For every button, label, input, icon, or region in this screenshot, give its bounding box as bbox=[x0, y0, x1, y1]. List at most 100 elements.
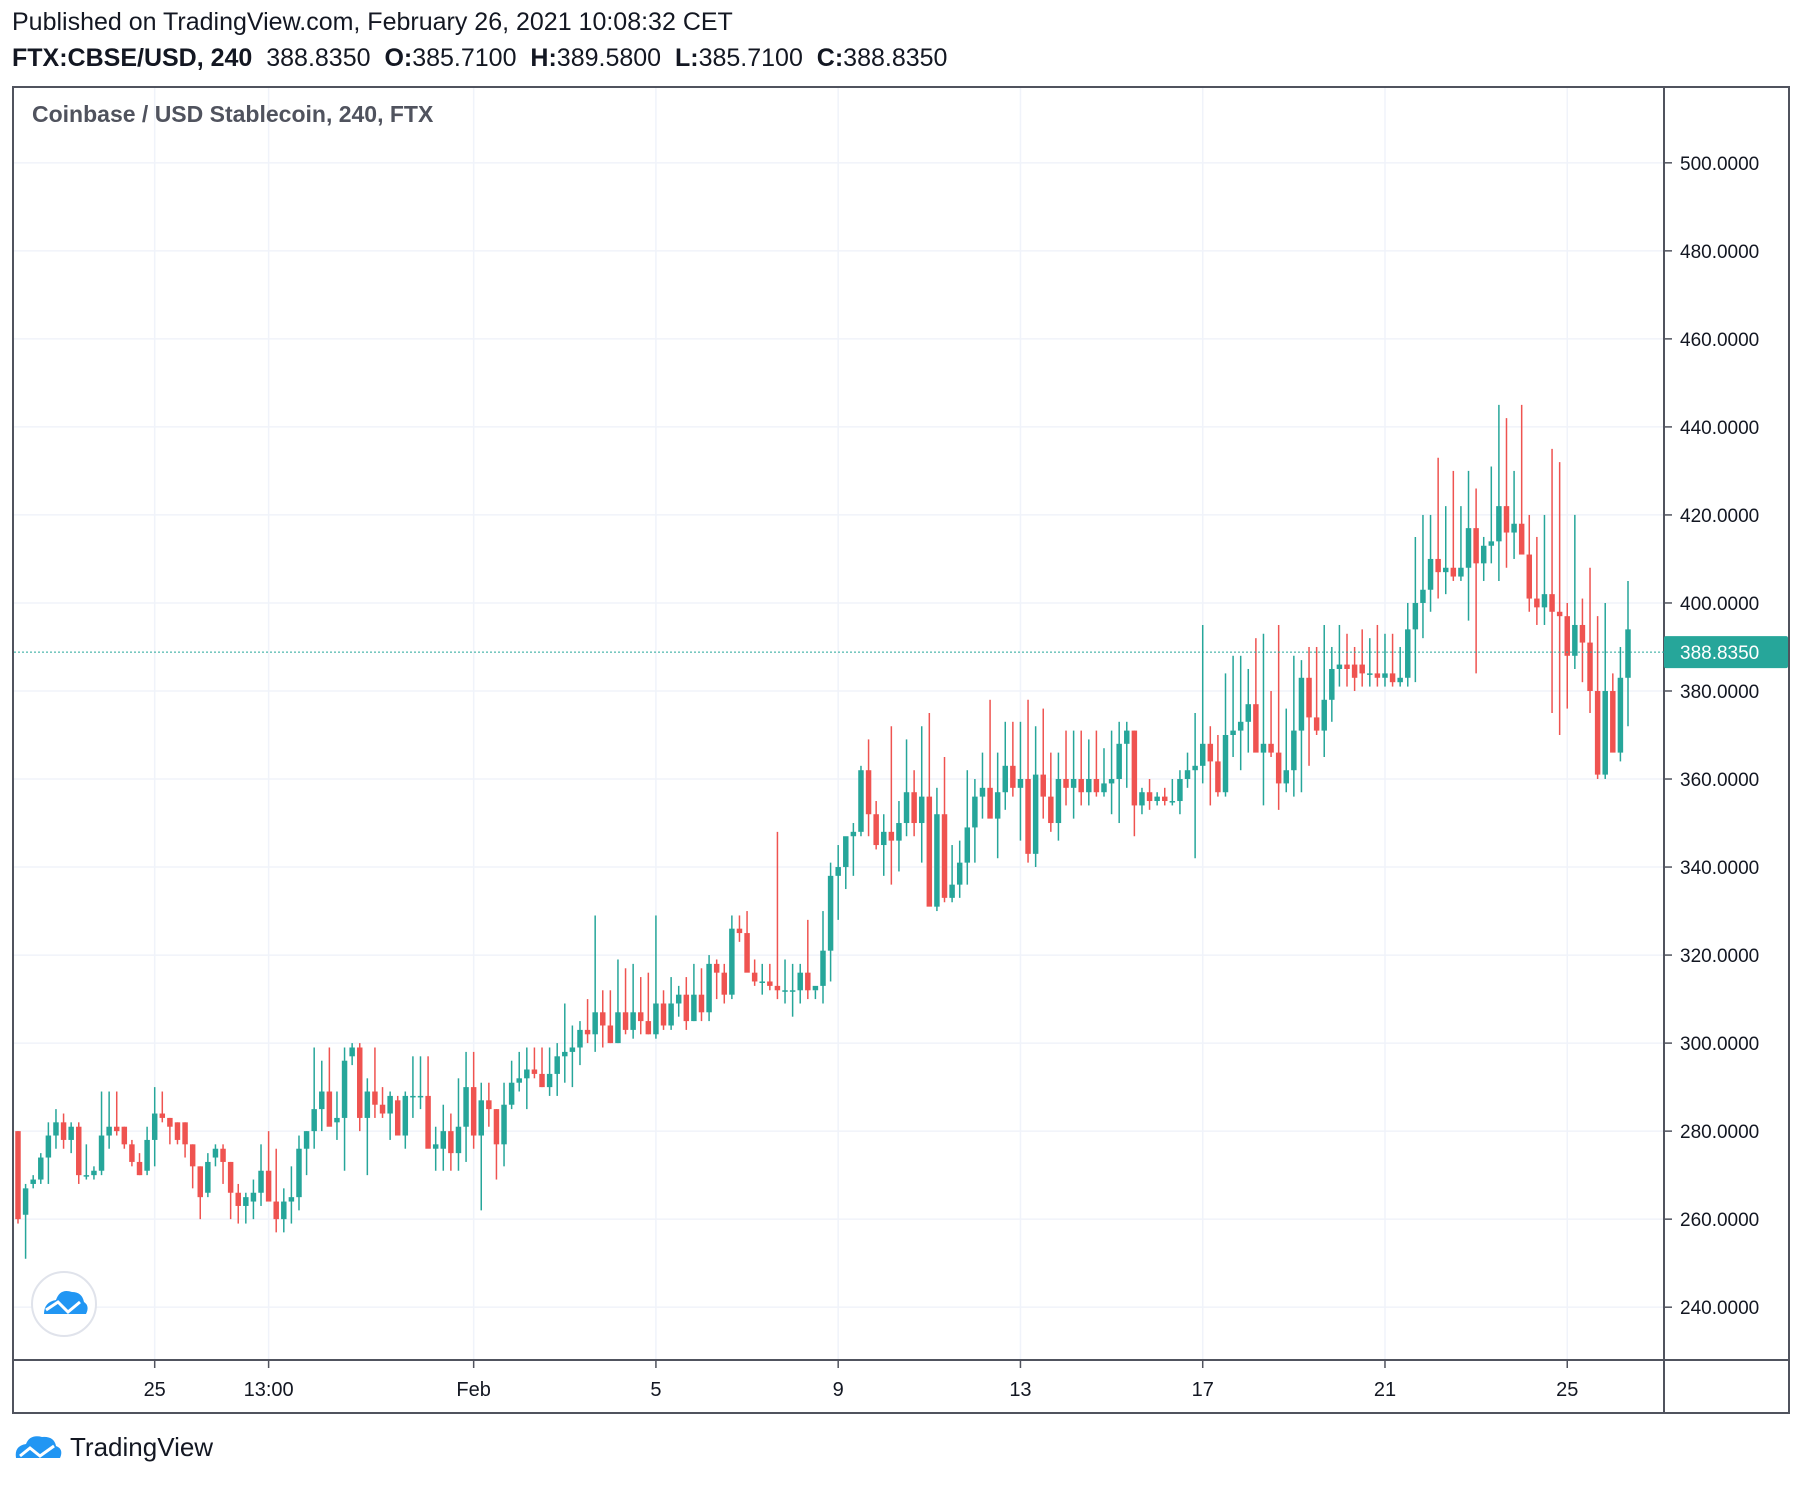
ohlc-legend: FTX:CBSE/USD, 240 388.8350 O:385.7100 H:… bbox=[12, 44, 947, 73]
candle-body bbox=[1496, 506, 1502, 542]
candle-body bbox=[258, 1170, 264, 1193]
candle-body bbox=[1010, 765, 1016, 788]
candle bbox=[1526, 514, 1533, 612]
candle-body bbox=[850, 831, 857, 837]
candle-body bbox=[1298, 677, 1305, 731]
candle-body bbox=[311, 1109, 317, 1132]
candle bbox=[691, 963, 697, 1022]
candle bbox=[1184, 752, 1191, 788]
candle-body bbox=[1382, 673, 1388, 678]
candle-body bbox=[182, 1122, 188, 1145]
candle bbox=[410, 1056, 416, 1118]
candle bbox=[1268, 690, 1274, 758]
candle-body bbox=[569, 1047, 576, 1052]
grid-lines bbox=[14, 88, 1664, 1360]
candle-body bbox=[1275, 752, 1282, 784]
candle bbox=[364, 1078, 371, 1176]
candle bbox=[417, 1056, 424, 1110]
candle-body bbox=[964, 827, 971, 863]
candle bbox=[197, 1166, 203, 1220]
candle-body bbox=[994, 792, 1001, 819]
candle bbox=[903, 739, 910, 837]
candle-body bbox=[835, 867, 841, 876]
candle-body bbox=[1625, 629, 1631, 678]
candle bbox=[789, 963, 796, 1017]
candle-body bbox=[1184, 770, 1191, 780]
candle bbox=[805, 919, 811, 1000]
candle-body bbox=[1124, 730, 1130, 744]
candle-body bbox=[220, 1148, 226, 1162]
candle-body bbox=[956, 862, 963, 885]
candle-body bbox=[1237, 721, 1244, 731]
candle bbox=[1625, 580, 1631, 727]
candle bbox=[1405, 602, 1411, 687]
candle bbox=[1154, 792, 1160, 806]
candle-body bbox=[1116, 743, 1122, 780]
candle-body bbox=[903, 792, 910, 824]
candle-body bbox=[782, 990, 788, 992]
candle-body bbox=[15, 1131, 21, 1220]
candle-body bbox=[1002, 765, 1008, 793]
candle bbox=[911, 770, 917, 837]
low-label: L: bbox=[674, 44, 699, 72]
candle bbox=[797, 963, 803, 1004]
published-line: Published on TradingView.com, February 2… bbox=[12, 8, 733, 36]
tradingview-watermark-icon[interactable] bbox=[31, 1271, 97, 1337]
y-tick-label: 480.0000 bbox=[1680, 242, 1759, 263]
tradingview-logo-icon[interactable] bbox=[12, 1430, 64, 1464]
candle-body bbox=[1260, 743, 1267, 753]
candle bbox=[569, 1025, 576, 1088]
candle bbox=[577, 1021, 583, 1066]
candle bbox=[592, 915, 598, 1052]
candle bbox=[964, 770, 971, 885]
candle bbox=[1169, 779, 1176, 806]
chart-frame[interactable]: 240.0000 260.0000 280.0000 300.0000 320.0000… bbox=[12, 86, 1790, 1414]
candle bbox=[189, 1144, 196, 1189]
candle-body bbox=[751, 972, 758, 982]
candle-body bbox=[531, 1069, 538, 1074]
candle-body bbox=[1078, 779, 1084, 793]
candle bbox=[767, 963, 773, 991]
footer-brand[interactable]: TradingView bbox=[70, 1431, 214, 1462]
candle bbox=[1336, 624, 1343, 687]
candle bbox=[68, 1122, 74, 1154]
candle bbox=[1511, 470, 1517, 559]
candle-body bbox=[926, 796, 933, 907]
y-tick-label: 360.0000 bbox=[1680, 770, 1759, 791]
candle-body bbox=[577, 1029, 583, 1048]
candle bbox=[296, 1135, 302, 1211]
candle-body bbox=[159, 1113, 166, 1118]
y-tick-label: 340.0000 bbox=[1680, 858, 1759, 879]
chart-title: Coinbase / USD Stablecoin, 240, FTX bbox=[32, 101, 434, 127]
candle bbox=[45, 1122, 52, 1184]
candle-body bbox=[38, 1157, 44, 1180]
candlestick-chart[interactable]: 240.0000 260.0000 280.0000 300.0000 320.0000… bbox=[14, 88, 1788, 1412]
candle bbox=[698, 968, 705, 1022]
candle bbox=[136, 1153, 143, 1176]
candle bbox=[1541, 514, 1548, 625]
candle bbox=[1093, 730, 1100, 797]
candle-body bbox=[364, 1091, 371, 1118]
candle bbox=[1435, 457, 1441, 599]
candle bbox=[1055, 752, 1062, 841]
candle bbox=[455, 1078, 462, 1171]
candle bbox=[425, 1056, 431, 1149]
candle bbox=[212, 1144, 219, 1167]
candle bbox=[1306, 646, 1312, 766]
candle-body bbox=[1032, 774, 1039, 854]
candle-body bbox=[205, 1161, 211, 1193]
candle-body bbox=[592, 1012, 598, 1035]
candle-body bbox=[607, 1025, 614, 1044]
candle bbox=[1450, 470, 1457, 581]
candle-body bbox=[60, 1122, 67, 1140]
candle-body bbox=[1518, 523, 1525, 555]
candle-body bbox=[250, 1192, 257, 1202]
x-tick-label: Feb bbox=[456, 1379, 490, 1401]
candle-body bbox=[1617, 677, 1624, 753]
candle bbox=[1040, 708, 1046, 819]
candle-body bbox=[319, 1091, 325, 1110]
candle bbox=[1344, 633, 1350, 687]
candle-body bbox=[1306, 677, 1312, 718]
candle-body bbox=[1268, 743, 1274, 753]
candle-body bbox=[30, 1179, 36, 1184]
